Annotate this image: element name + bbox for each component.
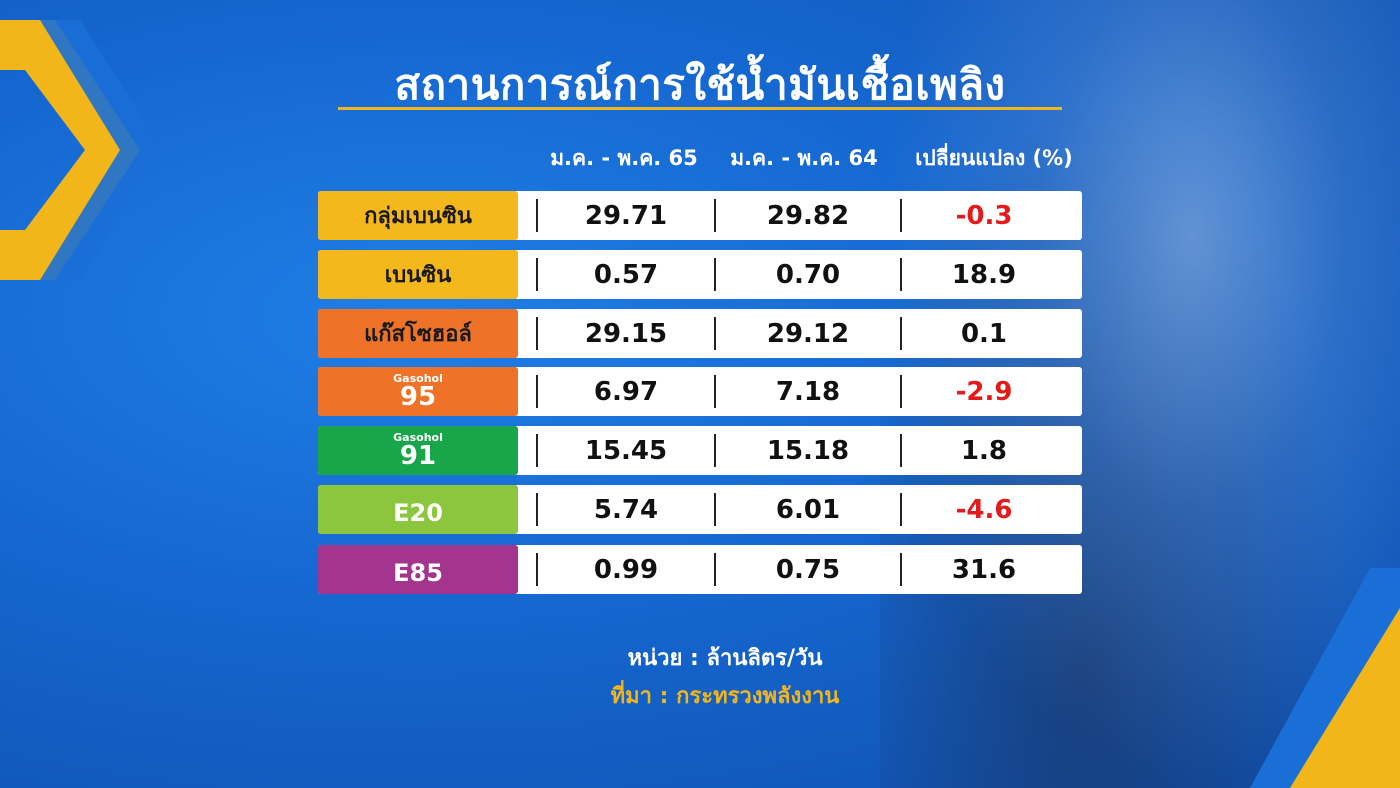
table-row: Gasohol 91 15.45 15.18 1.8: [318, 426, 1082, 475]
column-separator: [714, 375, 716, 408]
unit-note: หน่วย : ล้านลิตร/วัน: [627, 646, 823, 671]
badge-grade-text: E85: [393, 558, 443, 587]
fuel-label: Gasohol 91: [318, 426, 518, 475]
column-separator: [536, 258, 538, 291]
value-64: 29.12: [766, 318, 850, 349]
badge-brand-text: Gasohol: [393, 431, 443, 444]
value-65: 29.71: [584, 200, 668, 231]
column-separator: [714, 317, 716, 350]
column-separator: [900, 317, 902, 350]
column-header-65: ม.ค. - พ.ค. 65: [550, 146, 698, 170]
column-header-64: ม.ค. - พ.ค. 64: [730, 146, 878, 170]
column-separator: [714, 553, 716, 586]
value-64: 15.18: [766, 435, 850, 466]
value-64: 29.82: [766, 200, 850, 231]
value-65: 29.15: [584, 318, 668, 349]
page-title: สถานการณ์การใช้น้ำมันเชื้อเพลิง: [394, 60, 1006, 109]
table-row: Gasohol 95 6.97 7.18 -2.9: [318, 367, 1082, 416]
column-separator: [714, 258, 716, 291]
value-65: 0.99: [593, 554, 659, 585]
change-percent: -0.3: [955, 200, 1013, 231]
change-percent: 18.9: [951, 259, 1017, 290]
table-row: กลุ่มเบนซิน 29.71 29.82 -0.3: [318, 191, 1082, 240]
chevron-decoration-left: [0, 20, 150, 280]
value-64: 0.75: [775, 554, 841, 585]
value-65: 0.57: [593, 259, 659, 290]
column-separator: [900, 375, 902, 408]
column-separator: [714, 199, 716, 232]
column-separator: [900, 199, 902, 232]
column-separator: [536, 493, 538, 526]
value-65: 6.97: [593, 376, 659, 407]
column-separator: [536, 375, 538, 408]
column-separator: [536, 434, 538, 467]
change-percent: 1.8: [960, 435, 1008, 466]
column-separator: [714, 434, 716, 467]
fuel-label: แก๊สโซฮอล์: [318, 309, 518, 358]
fuel-label: Gasohol 95: [318, 367, 518, 416]
value-65: 5.74: [593, 494, 659, 525]
table-row: แก๊สโซฮอล์ 29.15 29.12 0.1: [318, 309, 1082, 358]
value-64: 0.70: [775, 259, 841, 290]
fuel-label: E20: [318, 485, 518, 534]
badge-grade-text: 95: [399, 382, 437, 412]
column-separator: [900, 434, 902, 467]
chevron-decoration-right: [1250, 568, 1400, 788]
value-64: 6.01: [775, 494, 841, 525]
source-note: ที่มา : กระทรวงพลังงาน: [610, 684, 840, 709]
badge-grade-text: E20: [393, 498, 443, 527]
table-row: E85 0.99 0.75 31.6: [318, 545, 1082, 594]
fuel-label: กลุ่มเบนซิน: [318, 191, 518, 240]
change-percent: 0.1: [960, 318, 1008, 349]
column-header-change: เปลี่ยนแปลง (%): [915, 146, 1073, 170]
column-separator: [536, 553, 538, 586]
fuel-label: E85: [318, 545, 518, 594]
column-separator: [900, 493, 902, 526]
column-separator: [536, 317, 538, 350]
fuel-label: เบนซิน: [318, 250, 518, 299]
value-64: 7.18: [775, 376, 841, 407]
badge-grade-text: 91: [399, 441, 437, 471]
change-percent: -4.6: [955, 494, 1013, 525]
column-separator: [714, 493, 716, 526]
table-row: เบนซิน 0.57 0.70 18.9: [318, 250, 1082, 299]
value-65: 15.45: [584, 435, 668, 466]
badge-brand-text: Gasohol: [393, 372, 443, 385]
column-separator: [900, 553, 902, 586]
change-percent: 31.6: [951, 554, 1017, 585]
title-underline: [338, 107, 1062, 110]
column-separator: [536, 199, 538, 232]
column-separator: [900, 258, 902, 291]
table-row: E20 5.74 6.01 -4.6: [318, 485, 1082, 534]
change-percent: -2.9: [955, 376, 1013, 407]
